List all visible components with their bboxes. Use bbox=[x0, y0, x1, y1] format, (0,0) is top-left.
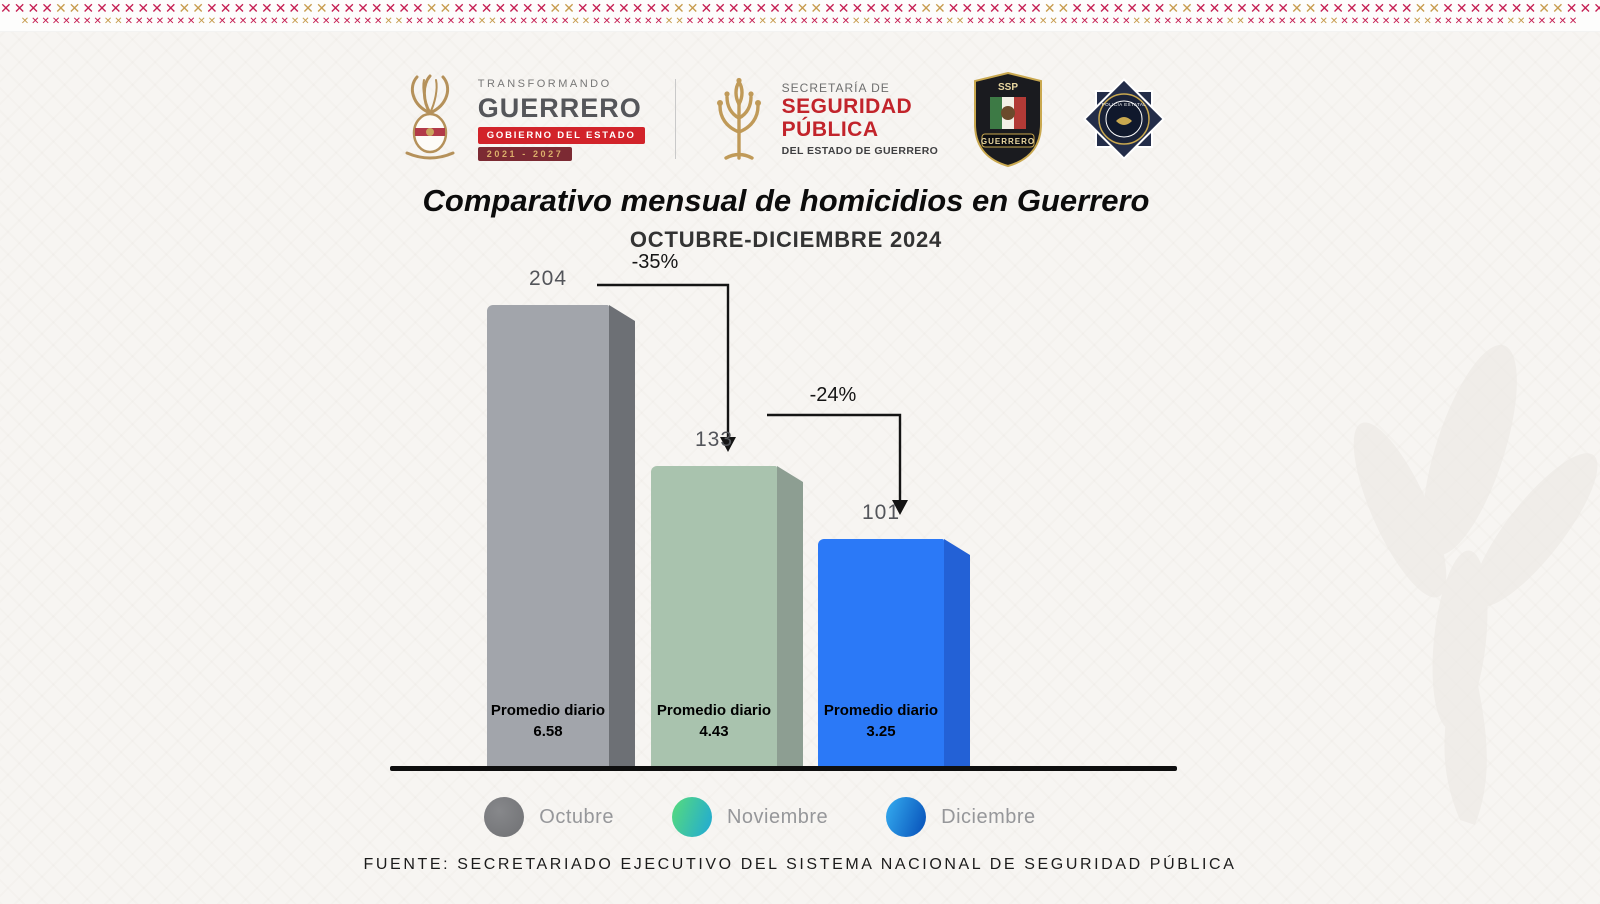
guerrero-crest-icon bbox=[405, 74, 455, 160]
svg-text:SSP: SSP bbox=[998, 82, 1018, 93]
legend-label: Diciembre bbox=[941, 805, 1036, 828]
ssp-logo-text: SECRETARÍA DE SEGURIDAD PÚBLICA DEL ESTA… bbox=[782, 81, 939, 157]
gobierno-del-estado-label: GOBIERNO DEL ESTADO bbox=[477, 126, 645, 144]
svg-text:GUERRERO: GUERRERO bbox=[981, 137, 1035, 146]
bar-value-label: 204 bbox=[528, 267, 568, 290]
publica-label: PÚBLICA bbox=[781, 118, 879, 141]
legend-item-noviembre: Noviembre bbox=[671, 797, 829, 837]
pct-change-oct-nov: -35% bbox=[631, 251, 679, 273]
bar-diciembre: 101 Promedio diario 3.25 bbox=[818, 501, 970, 769]
chart-title: Comparativo mensual de homicidios en Gue… bbox=[422, 183, 1150, 218]
legend-item-octubre: Octubre bbox=[484, 797, 614, 837]
bar-side-face bbox=[777, 466, 803, 769]
daily-average-label: Promedio diario 4.43 bbox=[656, 701, 772, 741]
daily-average-label: Promedio diario 6.58 bbox=[490, 701, 606, 741]
ssp-shield-badge: SSP GUERRERO bbox=[974, 71, 1043, 168]
background-watermark-icon bbox=[1353, 344, 1598, 825]
tree-emblem-icon bbox=[716, 77, 761, 160]
octubre-swatch-icon bbox=[484, 797, 525, 837]
secretaria-de-label: SECRETARÍA DE bbox=[781, 80, 890, 95]
guerrero-logo-text: TRANSFORMANDO GUERRERO GOBIERNO DEL ESTA… bbox=[477, 77, 645, 161]
bar-front-face bbox=[487, 305, 609, 769]
legend-label: Octubre bbox=[539, 805, 614, 828]
bar-side-face bbox=[609, 305, 635, 769]
transformando-label: TRANSFORMANDO bbox=[477, 77, 612, 90]
guerrero-government-logo: TRANSFORMANDO GUERRERO GOBIERNO DEL ESTA… bbox=[394, 73, 645, 165]
chart-legend: Octubre Noviembre Diciembre bbox=[340, 797, 1180, 837]
source-footer: FUENTE: SECRETARIADO EJECUTIVO DEL SISTE… bbox=[363, 856, 1237, 873]
ssp-logo: SECRETARÍA DE SEGURIDAD PÚBLICA DEL ESTA… bbox=[706, 76, 939, 162]
legend-item-diciembre: Diciembre bbox=[886, 797, 1036, 837]
legend-label: Noviembre bbox=[726, 805, 829, 828]
decorative-border: ✕✕✕✕✕✕✕✕✕✕✕✕✕✕✕✕✕✕✕✕✕✕✕✕✕✕✕✕✕✕✕✕✕✕✕✕✕✕✕✕… bbox=[0, 0, 1600, 32]
bar-front-face bbox=[651, 466, 777, 769]
policia-estatal-badge: POLICÍA ESTATAL bbox=[1083, 77, 1166, 161]
bar-front-face bbox=[818, 539, 944, 769]
decline-arrows-icon bbox=[597, 283, 908, 515]
diciembre-swatch-icon bbox=[886, 797, 927, 837]
logo-divider bbox=[674, 79, 676, 159]
bar-value-label: 101 bbox=[861, 501, 901, 524]
noviembre-swatch-icon bbox=[671, 797, 712, 837]
svg-text:POLICÍA ESTATAL: POLICÍA ESTATAL bbox=[1102, 101, 1147, 107]
seguridad-label: SEGURIDAD bbox=[781, 94, 913, 118]
bar-noviembre: 133 Promedio diario 4.43 bbox=[651, 428, 803, 769]
guerrero-label: GUERRERO bbox=[477, 92, 642, 123]
chart-subtitle: OCTUBRE-DICIEMBRE 2024 bbox=[629, 227, 943, 252]
header-logos: TRANSFORMANDO GUERRERO GOBIERNO DEL ESTA… bbox=[0, 64, 1564, 174]
pct-change-nov-dec: -24% bbox=[809, 384, 857, 406]
bar-side-face bbox=[944, 539, 970, 769]
bar-octubre: 204 Promedio diario 6.58 bbox=[487, 267, 635, 769]
bar-value-label: 133 bbox=[694, 428, 734, 451]
period-label: 2021 - 2027 bbox=[477, 146, 573, 161]
x-axis-line bbox=[390, 766, 1177, 771]
daily-average-label: Promedio diario 3.25 bbox=[823, 701, 939, 741]
del-estado-de-guerrero-label: DEL ESTADO DE GUERRERO bbox=[781, 145, 939, 158]
